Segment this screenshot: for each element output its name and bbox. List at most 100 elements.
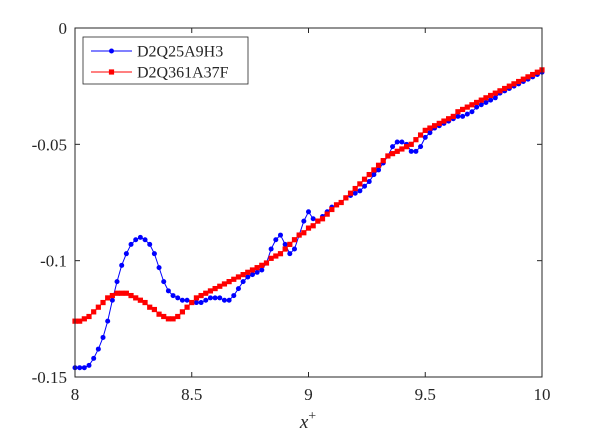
data-point	[291, 246, 297, 252]
data-point	[179, 309, 186, 315]
data-point	[380, 158, 386, 164]
data-point	[109, 292, 115, 299]
data-point	[95, 304, 101, 310]
data-point	[511, 81, 517, 87]
data-point	[184, 304, 190, 310]
data-point	[100, 334, 106, 340]
data-point	[203, 297, 209, 303]
data-point	[277, 232, 283, 238]
data-point	[394, 148, 400, 154]
data-point	[413, 137, 419, 143]
legend-entry-d2q25a9h3: D2Q25A9H3	[91, 44, 223, 61]
data-point	[492, 90, 498, 96]
data-point	[441, 118, 447, 124]
data-point	[212, 295, 218, 301]
data-point	[235, 274, 242, 280]
data-point	[315, 218, 321, 224]
data-point	[361, 176, 368, 182]
data-point	[81, 316, 87, 322]
data-point	[390, 144, 396, 150]
x-tick-label: 8	[71, 385, 80, 404]
data-point	[203, 290, 209, 296]
data-point	[357, 188, 363, 194]
data-point	[91, 355, 97, 361]
data-point	[119, 290, 125, 296]
data-point	[324, 211, 330, 217]
data-point	[394, 139, 400, 145]
data-point	[105, 318, 111, 324]
data-point	[460, 106, 466, 113]
legend-marker	[108, 69, 115, 75]
data-point	[413, 148, 419, 154]
x-tick-label: 10	[534, 385, 551, 404]
data-point	[91, 309, 97, 315]
data-point	[343, 195, 349, 201]
data-point	[254, 269, 260, 275]
data-point	[249, 272, 255, 278]
data-point	[123, 251, 129, 257]
data-point	[446, 116, 452, 122]
data-point	[333, 202, 340, 208]
data-point	[207, 295, 213, 301]
data-point	[371, 167, 377, 173]
legend-entry-d2q361a37f: D2Q361A37F	[91, 65, 229, 82]
data-point	[329, 206, 335, 213]
data-point	[231, 276, 237, 282]
data-point	[226, 297, 232, 303]
data-point	[151, 306, 157, 313]
data-point	[198, 300, 204, 306]
x-tick-label: 8.5	[181, 385, 202, 404]
data-point	[226, 279, 232, 285]
data-point	[287, 251, 293, 257]
data-point	[310, 216, 316, 222]
data-point	[366, 179, 372, 185]
data-point	[86, 313, 92, 320]
data-point	[114, 290, 120, 296]
data-point	[352, 190, 358, 196]
y-tick-label: -0.1	[40, 252, 67, 271]
data-point	[427, 125, 433, 131]
data-point	[305, 225, 312, 231]
data-point	[235, 286, 241, 292]
data-point	[338, 199, 344, 206]
data-point	[422, 127, 428, 133]
legend-marker	[109, 48, 114, 54]
data-point	[488, 92, 494, 99]
data-point	[376, 167, 382, 173]
data-point	[474, 104, 480, 110]
data-point	[156, 265, 162, 271]
data-point	[77, 318, 83, 324]
data-point	[301, 218, 307, 224]
data-point	[408, 148, 414, 154]
data-point	[170, 316, 176, 322]
data-point	[488, 97, 494, 103]
data-point	[184, 297, 190, 303]
data-point	[277, 251, 284, 257]
data-point	[254, 265, 260, 271]
x-tick-label: 9.5	[415, 385, 436, 404]
data-point	[207, 288, 214, 294]
data-point	[198, 292, 204, 299]
data-point	[296, 232, 302, 238]
data-point	[357, 181, 363, 187]
y-ticks: 0 -0.05 -0.1 -0.15	[32, 19, 542, 387]
data-point	[109, 297, 115, 303]
data-point	[245, 269, 251, 275]
data-point	[478, 102, 484, 108]
data-point	[483, 99, 489, 105]
series-layer	[72, 67, 545, 371]
series-d2q361a37f	[72, 67, 545, 324]
data-point	[165, 288, 171, 294]
x-axis-title-superscript: +	[308, 409, 316, 424]
data-point	[497, 88, 503, 94]
data-point	[268, 255, 274, 261]
data-point	[128, 241, 134, 247]
plot-background	[75, 28, 542, 377]
data-point	[427, 130, 433, 136]
data-point	[516, 78, 522, 85]
data-point	[249, 267, 256, 273]
data-point	[455, 109, 461, 115]
data-point	[221, 281, 228, 287]
data-point	[460, 113, 466, 119]
